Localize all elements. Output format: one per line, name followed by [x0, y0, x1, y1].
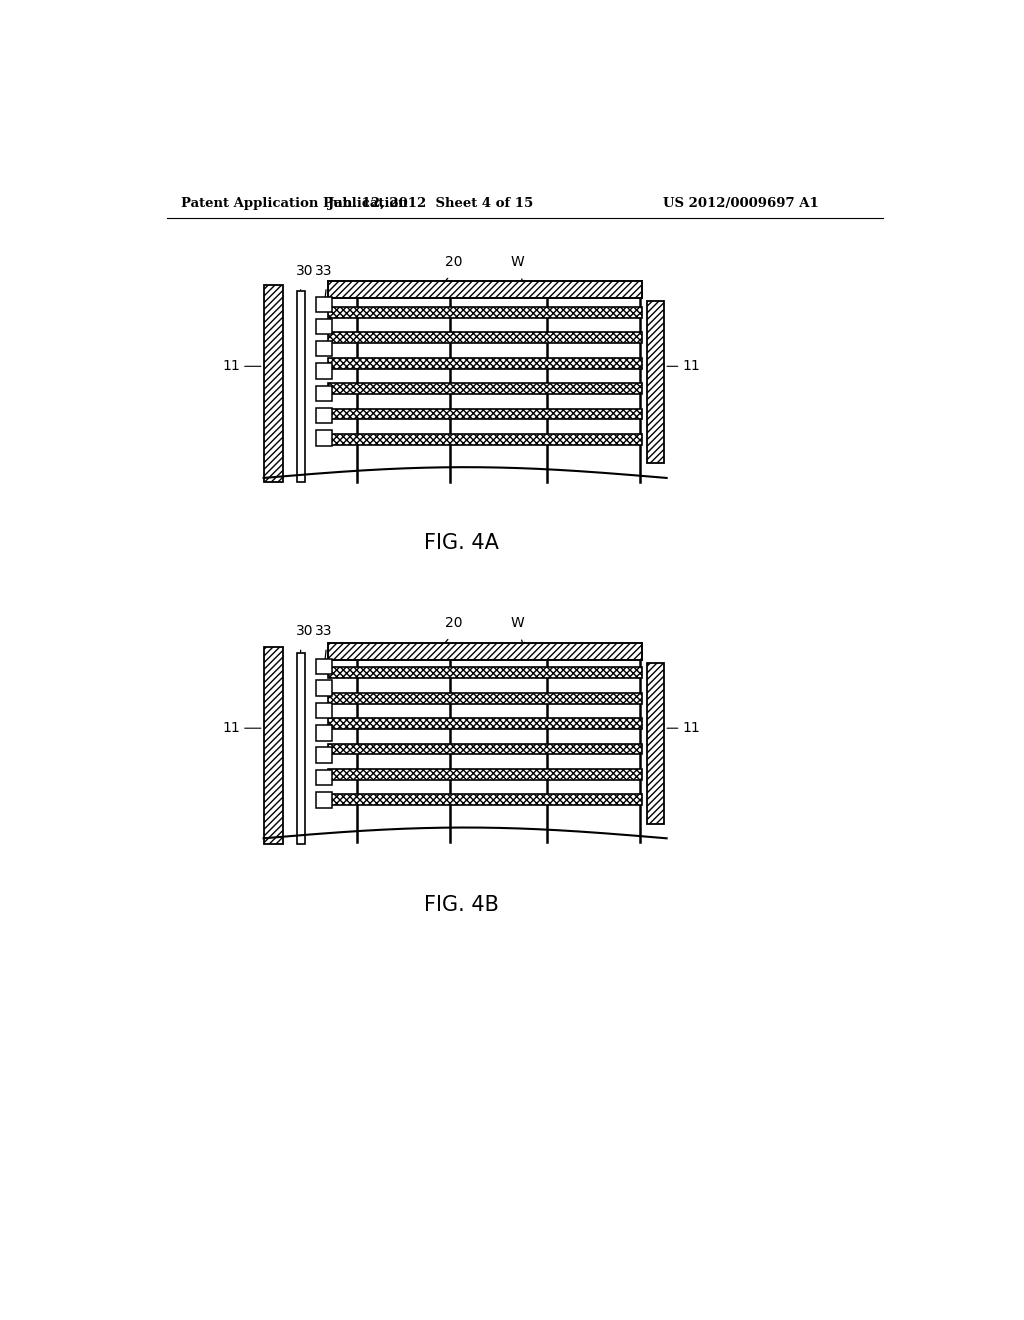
Bar [328, 668, 642, 678]
Bar [328, 643, 642, 660]
Bar [647, 301, 665, 462]
Bar [328, 333, 642, 343]
Bar [328, 718, 642, 729]
Bar [316, 341, 332, 356]
Bar [316, 770, 332, 785]
Bar [328, 281, 642, 298]
Bar [316, 385, 332, 401]
Text: 30: 30 [296, 264, 313, 277]
Bar [328, 743, 642, 755]
Text: Jan. 12, 2012  Sheet 4 of 15: Jan. 12, 2012 Sheet 4 of 15 [328, 197, 532, 210]
Text: 11: 11 [682, 721, 699, 735]
Bar [328, 693, 642, 704]
Bar [263, 285, 283, 482]
Bar [328, 770, 642, 780]
Bar [316, 430, 332, 446]
Bar [328, 434, 642, 445]
Text: US 2012/0009697 A1: US 2012/0009697 A1 [663, 197, 818, 210]
Bar [297, 653, 305, 843]
Bar [316, 297, 332, 313]
Bar [316, 659, 332, 675]
Text: 33: 33 [315, 264, 333, 277]
Bar [328, 795, 642, 805]
Text: 20: 20 [444, 255, 462, 268]
Text: 11: 11 [222, 359, 241, 374]
Bar [297, 290, 305, 482]
Bar [316, 681, 332, 696]
Bar [316, 792, 332, 808]
Bar [328, 409, 642, 420]
Text: FIG. 4A: FIG. 4A [424, 533, 499, 553]
Text: 11: 11 [682, 359, 699, 374]
Bar [328, 358, 642, 368]
Text: W: W [510, 255, 524, 268]
Bar [316, 747, 332, 763]
Bar [316, 725, 332, 741]
Text: 11: 11 [222, 721, 241, 735]
Bar [647, 663, 665, 825]
Text: 30: 30 [296, 624, 313, 638]
Bar [263, 647, 283, 843]
Text: W: W [510, 615, 524, 630]
Bar [328, 383, 642, 395]
Bar [316, 363, 332, 379]
Text: Patent Application Publication: Patent Application Publication [180, 197, 408, 210]
Bar [316, 318, 332, 334]
Text: FIG. 4B: FIG. 4B [424, 895, 499, 915]
Bar [328, 308, 642, 318]
Bar [316, 702, 332, 718]
Text: 20: 20 [444, 615, 462, 630]
Text: 33: 33 [315, 624, 333, 638]
Bar [316, 408, 332, 424]
